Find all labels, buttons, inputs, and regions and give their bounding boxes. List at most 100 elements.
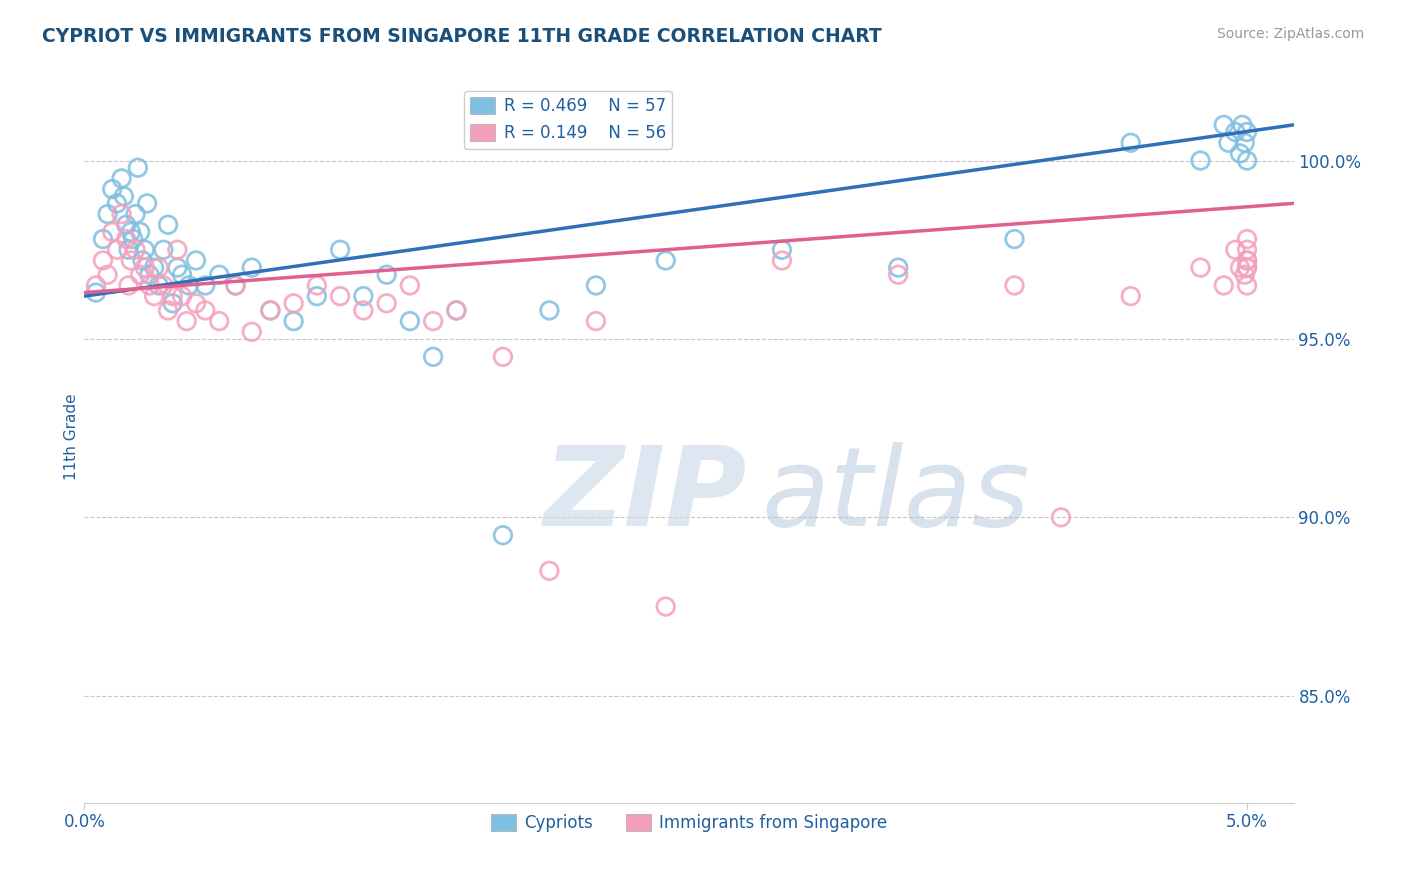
Text: Source: ZipAtlas.com: Source: ZipAtlas.com	[1216, 27, 1364, 41]
Point	[208, 268, 231, 282]
Point	[399, 278, 422, 293]
Point	[120, 253, 142, 268]
Point	[176, 314, 198, 328]
Legend: Cypriots, Immigrants from Singapore: Cypriots, Immigrants from Singapore	[484, 807, 894, 838]
Point	[1236, 260, 1258, 275]
Point	[84, 278, 107, 293]
Point	[110, 207, 132, 221]
Point	[1236, 253, 1258, 268]
Point	[170, 268, 193, 282]
Point	[129, 268, 152, 282]
Point	[305, 278, 328, 293]
Point	[375, 268, 398, 282]
Point	[166, 243, 188, 257]
Point	[1233, 268, 1256, 282]
Point	[208, 314, 231, 328]
Point	[157, 218, 180, 232]
Point	[134, 243, 156, 257]
Point	[1232, 118, 1254, 132]
Point	[1004, 232, 1026, 246]
Point	[184, 296, 207, 310]
Point	[1212, 278, 1234, 293]
Point	[1236, 243, 1258, 257]
Point	[105, 196, 128, 211]
Point	[124, 207, 146, 221]
Point	[422, 350, 444, 364]
Point	[105, 243, 128, 257]
Point	[1119, 136, 1142, 150]
Point	[1189, 260, 1212, 275]
Point	[124, 243, 146, 257]
Point	[329, 289, 352, 303]
Point	[194, 303, 217, 318]
Point	[446, 303, 468, 318]
Point	[131, 253, 153, 268]
Point	[1233, 136, 1256, 150]
Point	[492, 528, 515, 542]
Point	[129, 225, 152, 239]
Point	[375, 296, 398, 310]
Point	[138, 278, 160, 293]
Point	[770, 253, 793, 268]
Point	[134, 260, 156, 275]
Point	[97, 268, 120, 282]
Point	[115, 218, 138, 232]
Point	[1119, 289, 1142, 303]
Point	[184, 253, 207, 268]
Point	[538, 303, 561, 318]
Point	[148, 278, 170, 293]
Y-axis label: 11th Grade: 11th Grade	[63, 393, 79, 481]
Text: ZIP: ZIP	[544, 442, 748, 549]
Point	[283, 314, 305, 328]
Point	[101, 225, 124, 239]
Point	[120, 225, 142, 239]
Point	[1212, 118, 1234, 132]
Point	[1236, 253, 1258, 268]
Point	[97, 207, 120, 221]
Point	[770, 243, 793, 257]
Point	[101, 182, 124, 196]
Point	[162, 289, 184, 303]
Point	[240, 325, 263, 339]
Point	[329, 243, 352, 257]
Point	[110, 171, 132, 186]
Point	[654, 599, 676, 614]
Point	[259, 303, 281, 318]
Point	[84, 285, 107, 300]
Point	[283, 296, 305, 310]
Point	[225, 278, 247, 293]
Point	[654, 253, 676, 268]
Point	[177, 278, 200, 293]
Point	[1050, 510, 1073, 524]
Point	[148, 260, 170, 275]
Point	[352, 303, 374, 318]
Point	[1004, 278, 1026, 293]
Point	[122, 232, 145, 246]
Point	[352, 289, 374, 303]
Point	[1229, 146, 1251, 161]
Point	[1236, 278, 1258, 293]
Point	[259, 303, 281, 318]
Point	[887, 268, 910, 282]
Text: CYPRIOT VS IMMIGRANTS FROM SINGAPORE 11TH GRADE CORRELATION CHART: CYPRIOT VS IMMIGRANTS FROM SINGAPORE 11T…	[42, 27, 882, 45]
Point	[1236, 125, 1258, 139]
Point	[162, 296, 184, 310]
Point	[152, 278, 174, 293]
Point	[492, 350, 515, 364]
Point	[1218, 136, 1240, 150]
Point	[585, 278, 607, 293]
Point	[117, 278, 139, 293]
Text: atlas: atlas	[762, 442, 1031, 549]
Point	[585, 314, 607, 328]
Point	[112, 189, 135, 203]
Point	[399, 314, 422, 328]
Point	[240, 260, 263, 275]
Point	[887, 260, 910, 275]
Point	[1229, 260, 1251, 275]
Point	[1236, 153, 1258, 168]
Point	[136, 196, 159, 211]
Point	[91, 232, 114, 246]
Point	[166, 260, 188, 275]
Point	[115, 232, 138, 246]
Point	[152, 243, 174, 257]
